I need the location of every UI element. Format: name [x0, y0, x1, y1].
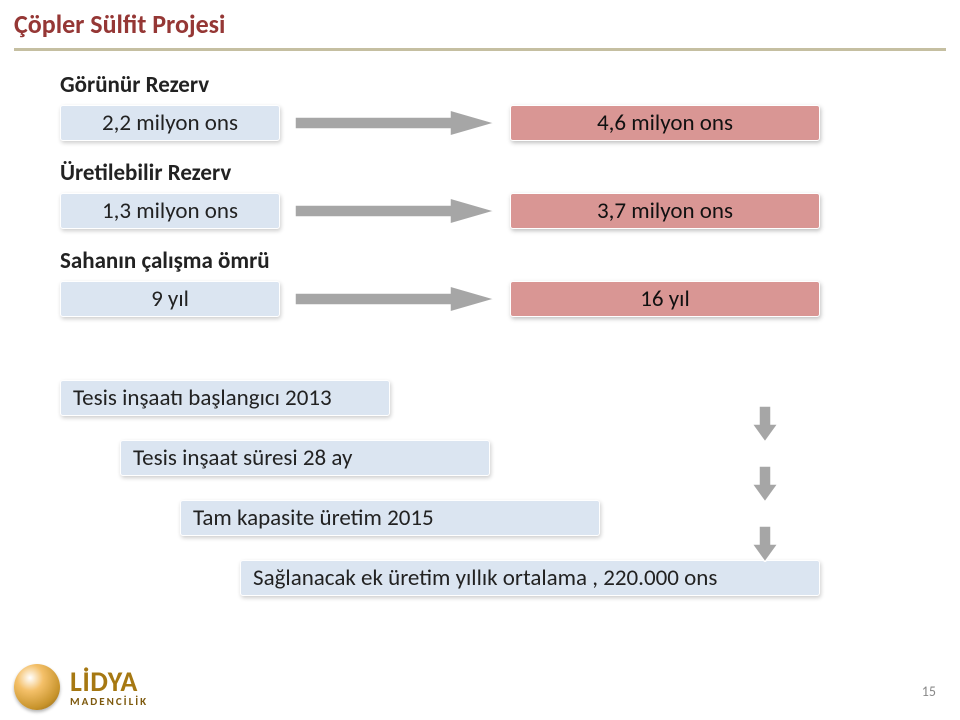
timeline-item-3: Tam kapasite üretim 2015 [180, 500, 600, 536]
arrow-right-icon [295, 196, 495, 226]
left-value-2: 1,3 milyon ons [60, 193, 280, 229]
right-value-1: 4,6 milyon ons [510, 105, 820, 141]
arrow-down-icon [750, 406, 780, 442]
arrow-down-icon [750, 466, 780, 502]
arrow-gap-1 [280, 108, 510, 138]
page-number: 15 [922, 683, 936, 700]
arrow-right-icon [295, 284, 495, 314]
logo-sub: MADENCİLİK [70, 696, 148, 707]
content-area: Görünür Rezerv 2,2 milyon ons 4,6 milyon… [0, 51, 960, 317]
title-bar: Çöpler Sülfit Projesi [0, 0, 960, 46]
right-value-2: 3,7 milyon ons [510, 193, 820, 229]
arrow-right-icon [295, 108, 495, 138]
logo-name: LİDYA [70, 668, 148, 696]
arrow-down-icon [750, 526, 780, 562]
timeline-item-2: Tesis inşaat süresi 28 ay [120, 440, 490, 476]
compare-row-1: 2,2 milyon ons 4,6 milyon ons [60, 105, 900, 141]
arrow-gap-3 [280, 284, 510, 314]
right-value-3: 16 yıl [510, 281, 820, 317]
left-value-1: 2,2 milyon ons [60, 105, 280, 141]
arrow-gap-2 [280, 196, 510, 226]
logo-icon [14, 664, 60, 710]
section-label-3: Sahanın çalışma ömrü [60, 247, 900, 275]
section-label-2: Üretilebilir Rezerv [60, 159, 900, 187]
section-label-1: Görünür Rezerv [60, 71, 900, 99]
page-title: Çöpler Sülfit Projesi [14, 8, 946, 40]
timeline-item-4: Sağlanacak ek üretim yıllık ortalama , 2… [240, 560, 820, 596]
left-value-3: 9 yıl [60, 281, 280, 317]
compare-row-3: 9 yıl 16 yıl [60, 281, 900, 317]
logo-text: LİDYA MADENCİLİK [70, 668, 148, 707]
timeline-item-1: Tesis inşaatı başlangıcı 2013 [60, 380, 390, 416]
footer-logo: LİDYA MADENCİLİK [14, 664, 148, 710]
compare-row-2: 1,3 milyon ons 3,7 milyon ons [60, 193, 900, 229]
